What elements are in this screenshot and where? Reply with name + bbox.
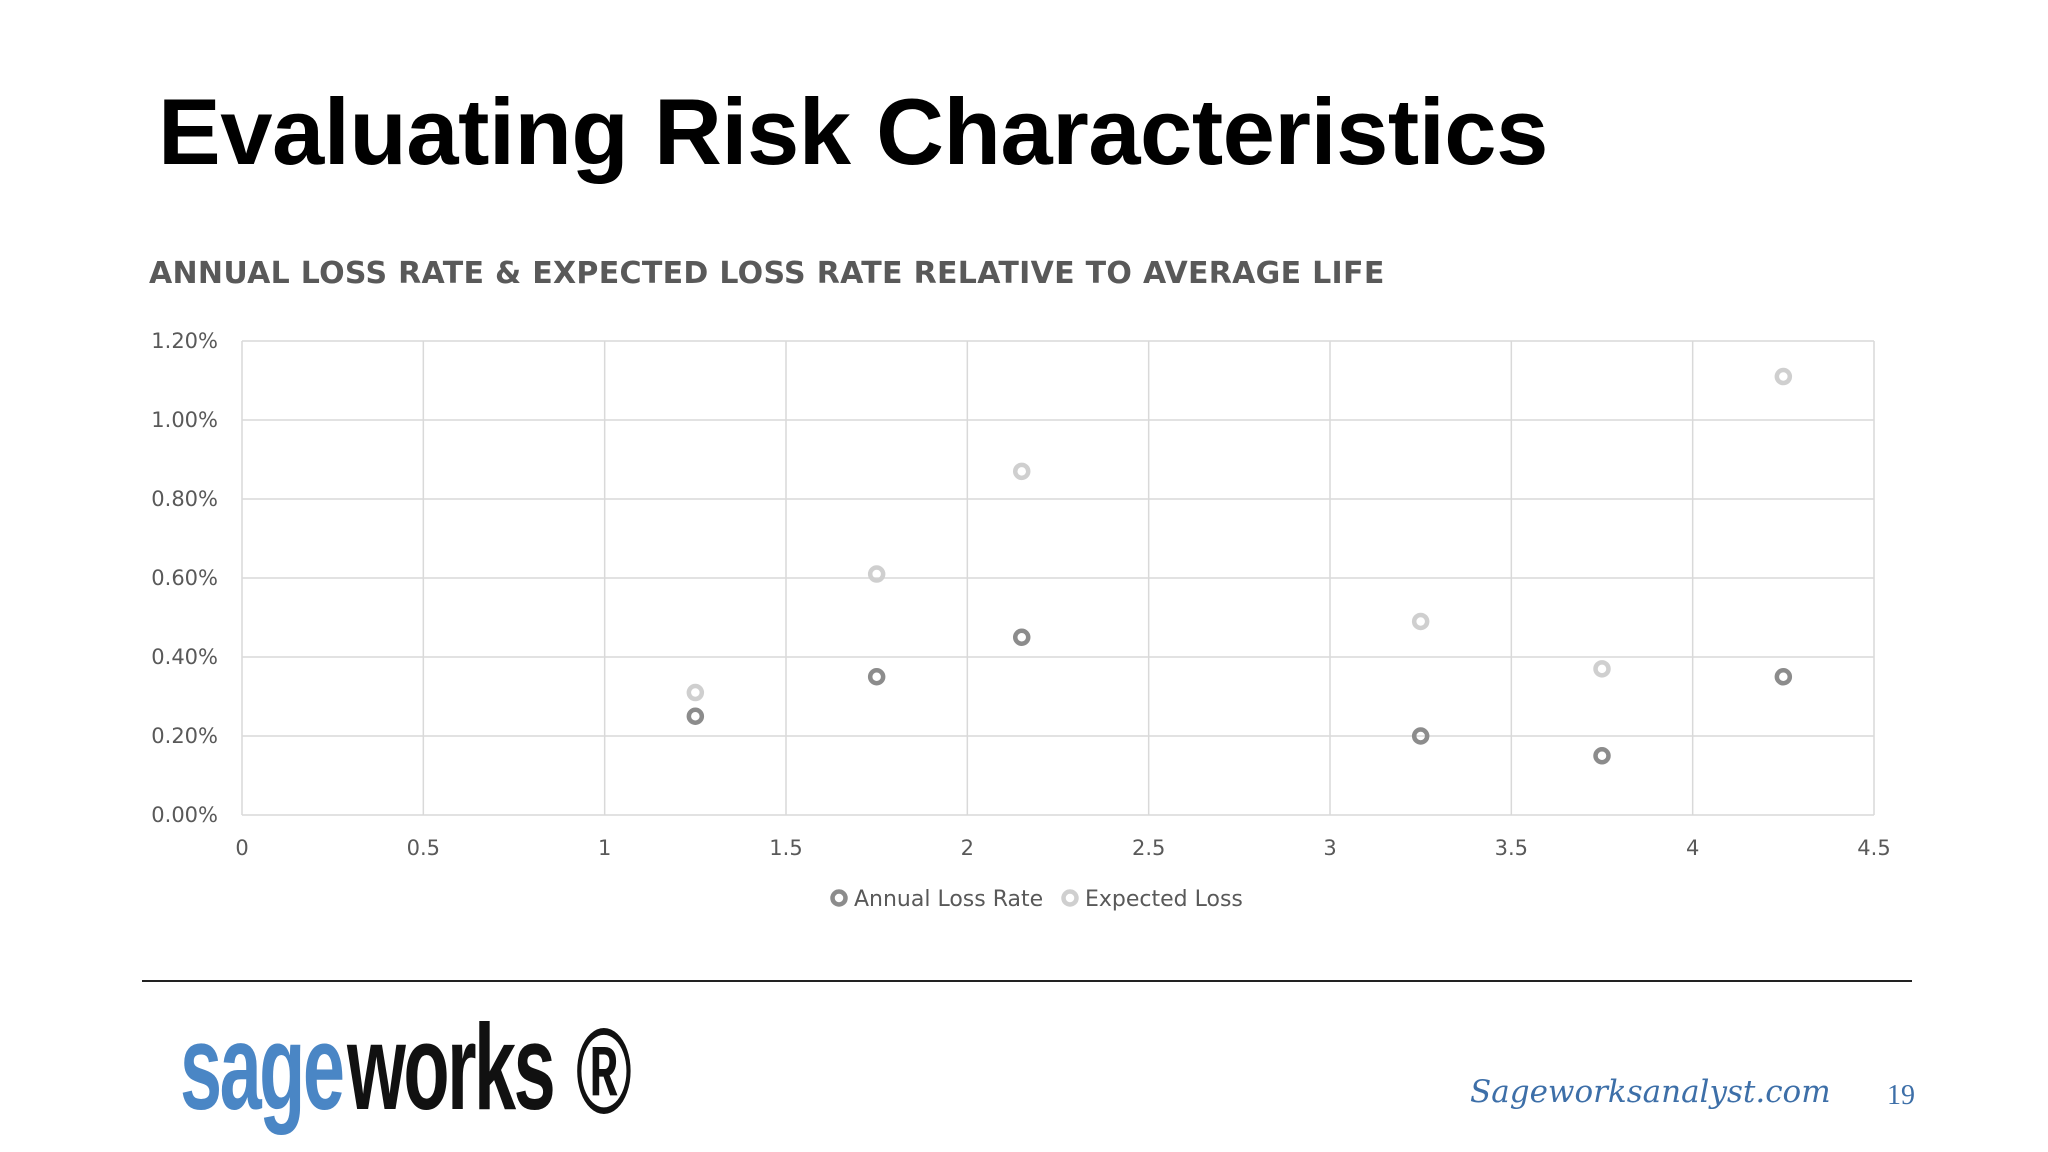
x-tick-label: 1.5 — [769, 836, 802, 860]
legend-label: Annual Loss Rate — [854, 887, 1043, 912]
x-tick-label: 4 — [1686, 836, 1699, 860]
x-tick-label: 1 — [598, 836, 611, 860]
legend-marker-icon — [830, 889, 848, 907]
chart-legend[interactable]: Annual Loss Rate Expected Loss — [830, 887, 1243, 912]
logo-text-sage: sage — [180, 999, 345, 1135]
y-tick-label: 0.60% — [151, 566, 218, 590]
x-tick-label: 2 — [961, 836, 974, 860]
data-point-annual-loss-rate — [1774, 668, 1793, 686]
scatter-chart: 0 0.5 1 1.5 2 2.5 3 3.5 4 4.5 0.00% 0.20% 0.40% 0.60%… — [151, 329, 1890, 912]
logo-text-works: works — [347, 999, 556, 1135]
chart-title: ANNUAL LOSS RATE & EXPECTED LOSS RATE RE… — [149, 256, 1385, 291]
data-point-expected-loss — [1411, 612, 1430, 631]
y-tick-label: 0.40% — [151, 645, 218, 669]
legend-label: Expected Loss — [1085, 887, 1243, 912]
footer-divider — [142, 980, 1912, 982]
page-number: 19 — [1887, 1080, 1915, 1111]
website-link[interactable]: Sageworksanalyst.com — [1470, 1074, 1831, 1110]
chart-gridlines — [241, 340, 1875, 816]
data-point-annual-loss-rate — [867, 668, 886, 686]
data-point-annual-loss-rate — [1411, 727, 1430, 745]
data-point-expected-loss — [867, 565, 886, 583]
y-tick-label: 1.00% — [151, 408, 218, 432]
chart-tick-labels: 0 0.5 1 1.5 2 2.5 3 3.5 4 4.5 0.00% 0.20% 0.40% 0.60%… — [151, 329, 1890, 860]
data-point-annual-loss-rate — [1012, 628, 1031, 646]
y-tick-label: 1.20% — [151, 329, 218, 353]
x-tick-label: 3.5 — [1495, 836, 1528, 860]
data-point-expected-loss — [1774, 367, 1793, 386]
y-tick-label: 0.20% — [151, 724, 218, 748]
x-tick-label: 2.5 — [1132, 836, 1165, 860]
x-tick-label: 0.5 — [407, 836, 440, 860]
chart-points — [686, 367, 1793, 765]
legend-item-annual-loss-rate[interactable]: Annual Loss Rate — [830, 887, 1044, 912]
y-tick-label: 0.00% — [151, 803, 218, 827]
data-point-expected-loss — [1012, 462, 1031, 481]
x-tick-label: 3 — [1323, 836, 1336, 860]
legend-item-expected-loss[interactable]: Expected Loss — [1061, 887, 1243, 912]
sageworks-logo: sage works ® — [180, 999, 632, 1135]
data-point-annual-loss-rate — [1593, 747, 1611, 765]
slide-title: Evaluating Risk Characteristics — [158, 79, 1548, 184]
data-point-annual-loss-rate — [686, 707, 705, 725]
y-tick-label: 0.80% — [151, 487, 218, 511]
legend-marker-icon — [1061, 889, 1079, 907]
data-point-expected-loss — [1593, 660, 1611, 678]
x-tick-label: 0 — [235, 836, 248, 860]
logo-registered-mark: ® — [576, 1003, 632, 1139]
data-point-expected-loss — [686, 683, 705, 702]
x-tick-label: 4.5 — [1857, 836, 1890, 860]
